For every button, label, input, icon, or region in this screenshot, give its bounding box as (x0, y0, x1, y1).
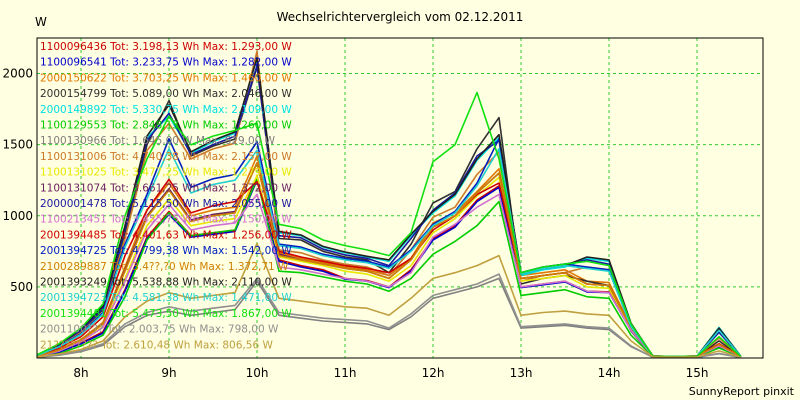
series-line (36, 178, 742, 358)
series-lines (36, 50, 742, 359)
x-tick-label: 9h (161, 366, 176, 380)
x-tick-label: 15h (686, 366, 709, 380)
plot-border (36, 37, 764, 359)
x-tick-label: 8h (73, 366, 88, 380)
legend-entry: 2001393249 Tot: 5.538,88 Wh Max: 2.110,0… (40, 277, 292, 289)
footer-credit: SunnyReport pinxit (688, 385, 794, 398)
legend-entry: 1100129553 Tot: 2.848,13 Wh Max: 1.260,0… (40, 120, 292, 132)
legend-entry: 2000149892 Tot: 5.330,75 Wh Max: 2.109,0… (40, 104, 292, 116)
y-tick-label: 500 (10, 280, 33, 294)
y-tick-label: 2000 (2, 67, 33, 81)
x-tick-label: 14h (598, 366, 621, 380)
legend-entry: 21???????? Tot: 2.610,48 Wh Max: 806,56 … (40, 339, 273, 351)
axes: 500 1000 1500 2000 8h 9h 10h 11h 12h 13h 14h 15h (2, 37, 764, 380)
x-tick-label: 13h (510, 366, 533, 380)
legend-entry: 2100289887 Tot: 3.4??,?0 Wh Max: 1.372,7… (40, 261, 289, 273)
legend-entry: 2000150622 Tot: 3.703,25 Wh Max: 1.460,0… (40, 72, 292, 84)
series-line (36, 273, 742, 359)
legend-entry: 2000001478 Tot: 5.115,50 Wh Max: 2.055,0… (40, 198, 292, 210)
legend-entry: 1100213451 Tot: 3.455,75 Wh Max: 1.150,0… (40, 214, 292, 226)
series-line (36, 148, 742, 358)
legend-entry: 2001394723 Tot: 4.581,38 Wh Max: 1.471,0… (40, 292, 292, 304)
legend-entry: 2000154799 Tot: 5.089,00 Wh Max: 2.046,0… (40, 88, 292, 100)
y-axis-unit-label: W (35, 15, 47, 29)
series-line (36, 193, 742, 358)
legend-entry: 2001100??? Tot: 2.003,75 Wh Max: 798,00 … (40, 324, 279, 336)
x-tick-label: 11h (334, 366, 357, 380)
legend-entry: 1100096436 Tot: 3.198,13 Wh Max: 1.293,0… (40, 41, 292, 53)
series-line (36, 242, 742, 358)
series-line (36, 162, 742, 358)
y-tick-label: 1000 (2, 209, 33, 223)
chart-title: Wechselrichtervergleich vom 02.12.2011 (276, 10, 524, 24)
legend: 1100096436 Tot: 3.198,13 Wh Max: 1.293,0… (40, 41, 292, 351)
plot-area (37, 38, 763, 358)
legend-entry: 2001394725 Tot: 4.799,38 Wh Max: 1.542,0… (40, 245, 292, 257)
x-tick-label: 12h (422, 366, 445, 380)
x-tick-label: 10h (246, 366, 269, 380)
series-line (36, 91, 742, 358)
legend-entry: 1100131074 Tot: 3.661,25 Wh Max: 1.372,0… (40, 182, 292, 194)
legend-entry: 1100131025 Tot: 3.477,25 Wh Max: 1.279,0… (40, 167, 292, 179)
y-tick-label: 1500 (2, 138, 33, 152)
series-line (36, 57, 742, 358)
legend-entry: 1100096541 Tot: 3.233,75 Wh Max: 1.282,0… (40, 57, 292, 69)
grid-lines (37, 38, 763, 358)
legend-entry: 1100130966 Tot: 1.645,00 W Max: 629,00 W (40, 135, 276, 147)
legend-entry: 1100131006 Tot: 4.740,38 Wh Max: 2.157,0… (40, 151, 292, 163)
legend-entry: 2001394485 Tot: 4.401,63 Wh Max: 1.256,0… (40, 229, 292, 241)
legend-entry: 2001394481 Tot: 5.473,50 Wh Max: 1.867,0… (40, 308, 292, 320)
